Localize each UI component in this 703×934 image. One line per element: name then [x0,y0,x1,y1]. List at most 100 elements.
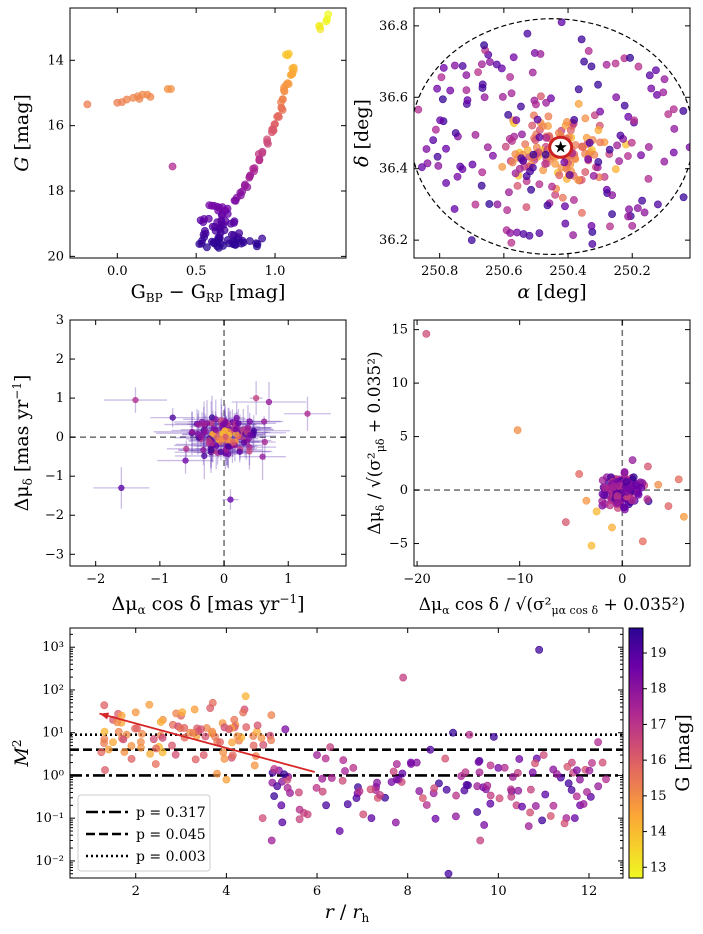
sky-star [577,208,586,217]
pm-star [265,398,273,406]
pm-panel: −2 −1 0 1 −3 −2 −1 0 1 2 3 Δμα cos δ [mas yr−1] Δμ… [10,313,347,617]
m2-star [120,748,129,756]
sky-star [538,122,547,131]
cmd-points [83,10,333,252]
sky-star [560,158,569,167]
m2-star [97,748,106,757]
y-tick-label: 36.8 [379,19,408,34]
sky-star [462,71,471,80]
sky-star [504,110,513,119]
y-tick-label: 36.6 [379,90,408,105]
pm-norm-star [628,456,637,465]
x-tick-label: 0.0 [107,264,128,279]
sky-star [611,165,620,173]
m2-star [500,763,509,772]
sky-star [569,231,577,240]
cmd-star [213,242,222,251]
pm-star [236,448,243,455]
sky-star [492,60,501,69]
colorbar-tick-label: 15 [650,789,667,804]
colorbar-gradient [628,627,644,879]
cmd-star [258,234,267,243]
sky-star [577,35,586,44]
m2-star [241,692,250,701]
m2-star [461,768,470,777]
sky-star [585,138,594,147]
cmd-ylabel: G [mag] [11,94,33,172]
cmd-star [253,240,262,249]
x-tick-label: −20 [403,572,430,587]
sky-star [477,181,486,190]
sky-xlabel: α [deg] [517,281,586,303]
sky-star [523,146,532,155]
y-tick-label: 0 [400,483,408,498]
sky-star [624,212,632,221]
x-tick-label: 4 [222,884,230,899]
sky-panel: 250.8 250.6 250.4 250.2 36.2 36.4 36.6 36.8 α [… [351,7,691,303]
m2-star [373,778,381,787]
sky-star [647,84,656,93]
m2-star [359,810,368,819]
m2-star [250,761,259,770]
y-tick-label: 1 [56,391,64,406]
cmd-star [273,112,282,121]
cmd-star [200,215,208,223]
m2-star [168,741,176,750]
sky-star [474,68,482,77]
sky-star [613,141,622,150]
pm-axes: −2 −1 0 1 −3 −2 −1 0 1 2 3 [45,313,346,587]
sky-star [471,200,480,209]
m2-star [426,745,435,754]
sky-star [659,88,668,97]
star-icon [554,140,567,153]
m2-star [376,791,384,799]
m2-star [318,787,327,796]
sky-star [463,96,472,105]
sky-star [627,138,636,147]
sky-star [634,62,643,71]
m2-star [572,766,581,775]
pm-norm-star [638,537,647,546]
sky-star [587,221,596,230]
sky-star [630,116,639,125]
m2-star [399,673,408,682]
pm-star [261,438,268,446]
m2-legend: p = 0.317 p = 0.045 p = 0.003 [77,794,211,872]
sky-star [637,151,645,160]
sky-star [608,191,617,200]
pm-star [221,420,228,427]
pm-norm-star [620,468,629,476]
pm-norm-star [629,473,638,482]
m2-star [442,785,451,794]
sky-star [522,203,531,212]
sky-star [542,133,551,142]
x-tick-label: 12 [581,884,598,899]
pm-star [222,433,229,440]
sky-star [594,126,603,135]
m2-star [483,781,492,790]
sky-star [628,221,637,230]
pm-star [208,440,215,447]
m2-star [514,786,523,795]
sky-star [462,86,471,95]
y-tick-label: 3 [56,313,64,328]
m2-star [222,775,231,784]
m2-star [407,758,415,767]
colorbar-tick-label: 16 [650,753,667,768]
sky-star [590,111,599,120]
sky-star [468,160,477,169]
sky-star [584,155,593,164]
pm-star [132,396,139,404]
m2-star [197,725,205,734]
y-tick-label: 18 [47,184,64,199]
sky-star [480,93,489,102]
m2-star [464,781,472,790]
y-tick-label: 36.4 [379,162,408,177]
sky-star [612,93,621,102]
sky-star [669,148,678,157]
m2-star [180,724,189,732]
sky-star [660,75,669,84]
sky-star [616,131,625,140]
sky-star [548,182,556,191]
pm-norm-star [654,480,663,489]
